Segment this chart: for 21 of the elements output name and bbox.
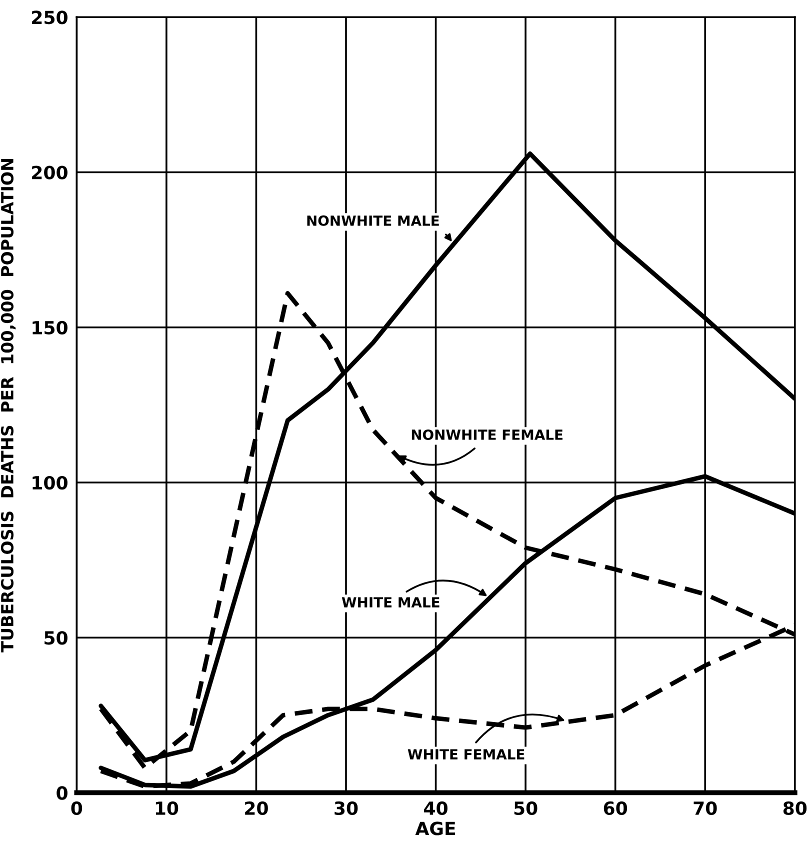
y-tick-label: 50: [44, 631, 68, 645]
y-tick-label: 100: [32, 476, 68, 490]
x-tick-label: 70: [694, 801, 717, 816]
y-tick-label: 0: [56, 786, 68, 800]
y-tick-label: 150: [32, 320, 68, 334]
x-tick-label: 80: [783, 801, 807, 816]
x-tick-label: 10: [156, 801, 178, 816]
text: WHITE MALE: [342, 597, 440, 608]
series-label: WHITE FEMALE: [408, 749, 524, 760]
series-label: NONWHITE FEMALE: [412, 429, 562, 440]
x-tick-label: 50: [514, 801, 538, 816]
y-tick-label: 200: [32, 166, 68, 180]
x-tick-label: 40: [424, 801, 448, 816]
x-tick-label: 20: [245, 801, 268, 816]
series-label: NONWHITE MALE: [307, 215, 439, 226]
x-axis-title: AGE: [415, 822, 456, 836]
y-axis-title: TUBERCULOSIS DEATHS PER 100,000 POPULATION: [0, 158, 16, 652]
y-tick-label: 250: [32, 10, 68, 24]
x-tick-label: 0: [71, 801, 82, 816]
x-tick-label: 30: [334, 801, 358, 816]
x-tick-label: 60: [604, 801, 628, 816]
